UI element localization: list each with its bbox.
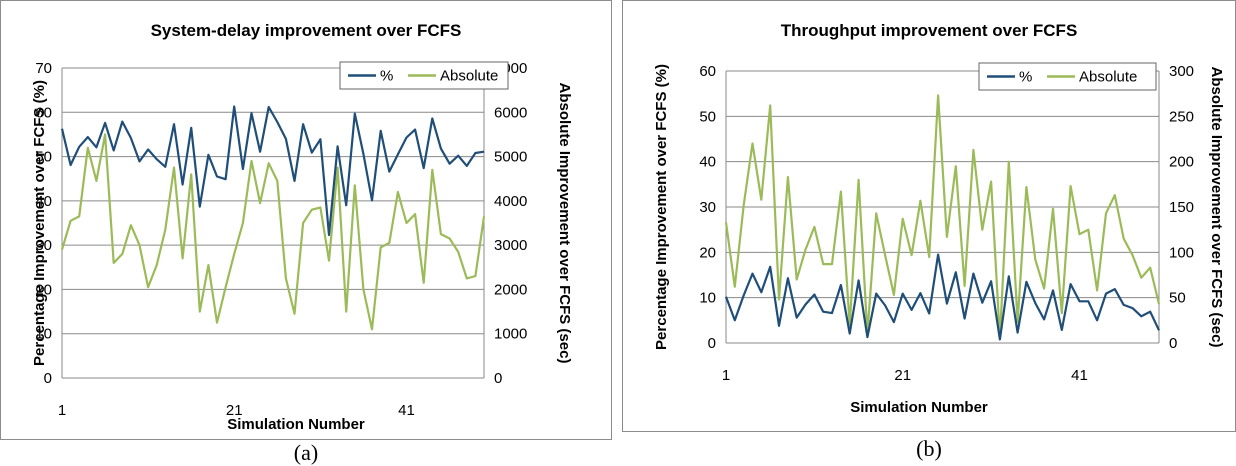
y-tick-label: 0 — [708, 335, 716, 352]
y2-tick-label: 5000 — [494, 149, 527, 166]
y2-tick-label: 300 — [1169, 63, 1194, 80]
x-tick-label: 1 — [722, 367, 730, 384]
y-axis-label: Percentage Improvement over FCFS (%) — [653, 64, 670, 350]
legend-label: Absolute — [1079, 69, 1137, 86]
x-tick-label: 1 — [58, 402, 66, 419]
caption-a: (a) — [293, 440, 319, 465]
series-line-percent — [724, 253, 1160, 341]
y-tick-label: 10 — [35, 326, 52, 343]
y2-tick-label: 200 — [1169, 154, 1194, 171]
chart-a-svg: System-delay improvement over FCFS010203… — [0, 0, 612, 440]
y-tick-label: 40 — [35, 193, 52, 210]
y-tick-label: 60 — [35, 104, 52, 121]
legend-label: Absolute — [440, 68, 498, 85]
y2-tick-label: 100 — [1169, 244, 1194, 261]
series-line-absolute — [724, 94, 1161, 340]
y-tick-label: 20 — [35, 281, 52, 298]
chart-title: Throughput improvement over FCFS — [781, 21, 1078, 40]
chart-panel-b: Throughput improvement over FCFS 0 10 20 30 4… — [622, 0, 1236, 466]
chart-panel-a: System-delay improvement over FCFS 0 10 20 3… — [0, 0, 612, 466]
y-tick-label: 30 — [35, 237, 52, 254]
y-axis-label: Percentage Improvement over FCFS (%) — [31, 80, 48, 366]
legend-label: % — [1019, 69, 1032, 86]
x-axis-label: Simulation Number — [227, 416, 365, 433]
y-tick-label: 40 — [699, 154, 716, 171]
y2-tick-label: 250 — [1169, 108, 1194, 125]
y2-axis-label: Absolute Improvement over FCFS (sec) — [556, 83, 573, 364]
y2-tick-label: 6000 — [494, 104, 527, 121]
y2-tick-label: 0 — [494, 370, 502, 387]
y2-tick-label: 150 — [1169, 199, 1194, 216]
x-tick-label: 21 — [894, 367, 911, 384]
y-tick-label: 0 — [44, 370, 52, 387]
y-tick-label: 60 — [699, 63, 716, 80]
legend-label: % — [380, 68, 393, 85]
y-tick-label: 50 — [35, 149, 52, 166]
y2-tick-label: 3000 — [494, 237, 527, 254]
chart-b-svg: Throughput improvement over FCFS01020304… — [622, 0, 1236, 432]
y2-tick-label: 50 — [1169, 290, 1186, 307]
x-tick-label: 41 — [398, 402, 415, 419]
x-axis-label: Simulation Number — [850, 399, 988, 416]
series-line-absolute — [60, 133, 486, 331]
series-line-percent — [60, 105, 485, 237]
x-tick-label: 41 — [1071, 367, 1088, 384]
x-tick-label: 21 — [226, 402, 243, 419]
caption-b: (b) — [916, 436, 942, 461]
y2-tick-label: 4000 — [494, 193, 527, 210]
y-tick-label: 30 — [699, 199, 716, 216]
y2-tick-label: 0 — [1169, 335, 1177, 352]
y2-tick-label: 2000 — [494, 281, 527, 298]
y-tick-label: 10 — [699, 290, 716, 307]
y-tick-label: 70 — [35, 60, 52, 77]
chart-title: System-delay improvement over FCFS — [151, 21, 462, 40]
y-tick-label: 50 — [699, 108, 716, 125]
y-tick-label: 20 — [699, 244, 716, 261]
y2-tick-label: 1000 — [494, 326, 527, 343]
y2-axis-label: Absolute Improvement over FCFS (sec) — [1208, 67, 1225, 348]
